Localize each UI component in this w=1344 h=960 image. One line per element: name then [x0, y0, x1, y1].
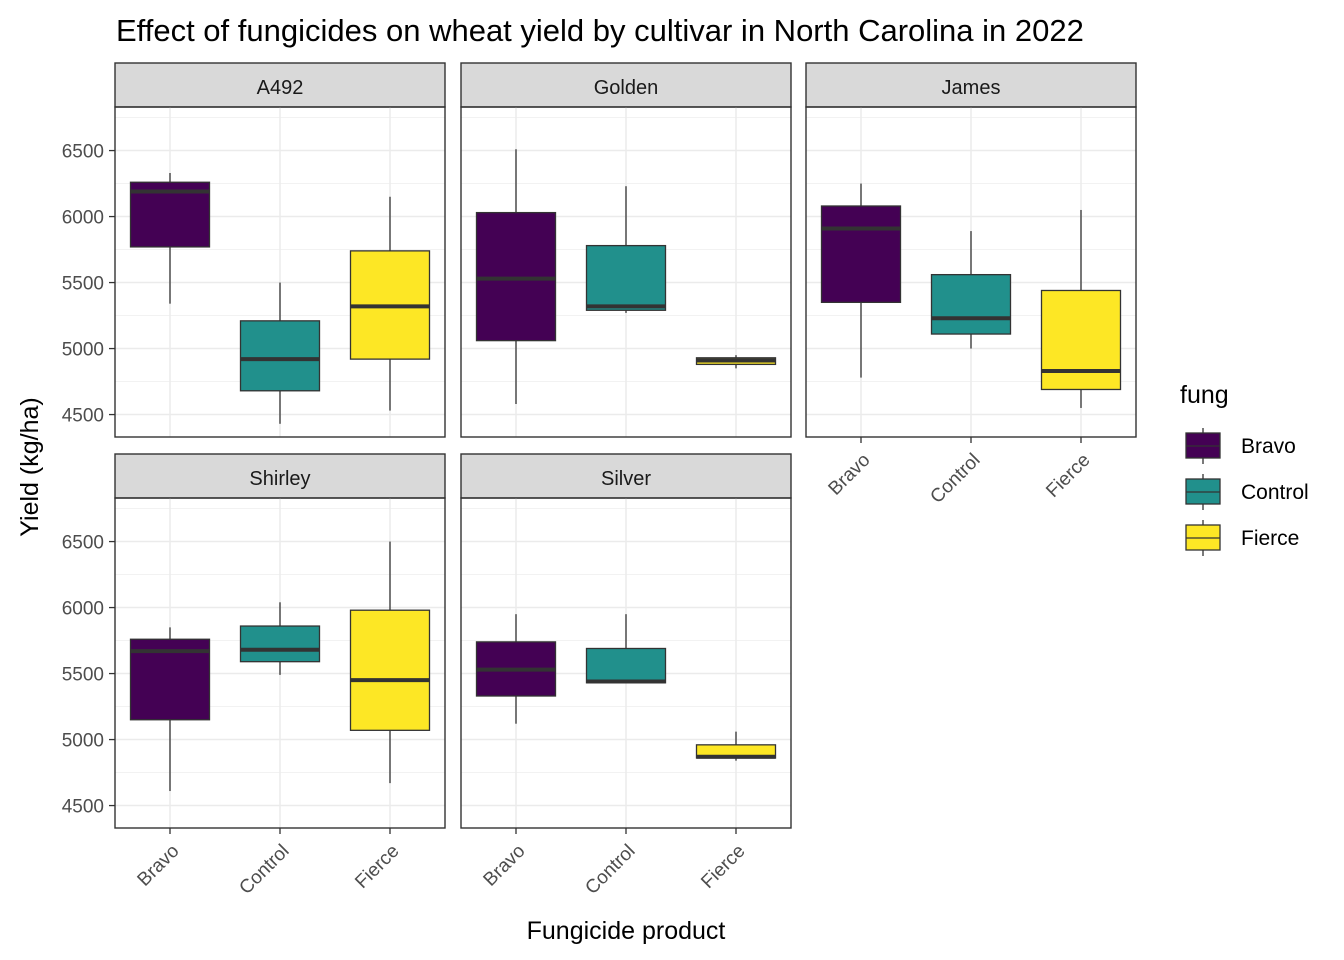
iqr-box	[239, 625, 321, 663]
x-tick-label: Bravo	[134, 841, 184, 891]
legend-key-control: Control	[1185, 474, 1309, 510]
box-a492-bravo	[129, 173, 211, 304]
box-a492-control	[239, 282, 321, 424]
box-shirley-control	[239, 602, 321, 675]
strip-shirley	[114, 453, 446, 499]
panel-a492: A492 4500 5000 5500 6000 6500	[62, 62, 446, 438]
legend: fung Bravo Control Fierce	[1180, 381, 1309, 556]
iqr-box	[1040, 289, 1122, 391]
iqr-box	[585, 244, 667, 311]
panel-silver: Silver Bravo Control Fierce	[460, 453, 792, 899]
panel-james: James Bravo Control Fierce	[805, 62, 1137, 508]
box-golden-fierce	[695, 355, 777, 369]
y-tick-label: 4500	[62, 406, 104, 427]
y-tick-label: 6000	[62, 208, 104, 229]
strip-label: Shirley	[249, 468, 310, 490]
box-shirley-bravo	[129, 627, 211, 792]
strip-golden	[460, 62, 792, 108]
box-golden-bravo	[475, 149, 557, 404]
y-tick-label: 6500	[62, 142, 104, 163]
legend-label: Fierce	[1241, 527, 1299, 550]
panel-border	[460, 106, 792, 438]
y-axis-title: Yield (kg/ha)	[16, 397, 44, 536]
box-golden-control	[585, 186, 667, 313]
strip-james	[805, 62, 1137, 108]
y-tick-label: 5000	[62, 731, 104, 752]
x-tick-label: Fierce	[697, 841, 749, 893]
y-tick-label: 5000	[62, 340, 104, 361]
panel-border	[114, 106, 446, 438]
x-axis-title: Fungicide product	[527, 917, 726, 945]
panel-golden: Golden	[460, 62, 792, 438]
strip-label: Golden	[594, 77, 659, 99]
strip-label: James	[942, 77, 1001, 99]
iqr-box	[585, 647, 667, 684]
box-silver-bravo	[475, 614, 557, 724]
y-tick-label: 4500	[62, 797, 104, 818]
iqr-box	[930, 273, 1012, 335]
legend-title: fung	[1180, 381, 1229, 409]
x-tick-label: Bravo	[825, 450, 875, 500]
y-tick-label: 5500	[62, 274, 104, 295]
strip-label: A492	[257, 77, 304, 99]
x-tick-label: Control	[926, 450, 984, 508]
iqr-box	[239, 320, 321, 392]
iqr-box	[820, 205, 902, 304]
x-tick-label: Bravo	[480, 841, 530, 891]
box-james-bravo	[820, 183, 902, 378]
y-tick-label: 5500	[62, 665, 104, 686]
legend-label: Bravo	[1241, 435, 1296, 458]
box-silver-fierce	[695, 731, 777, 761]
strip-silver	[460, 453, 792, 499]
facet-panels: A492 4500 5000 5500 6000 6500 Golden James Bravo…	[62, 62, 1137, 899]
panel-shirley: Shirley 4500 5000 5500 6000 6500 Bravo Control F…	[62, 453, 446, 899]
x-tick-label: Control	[235, 841, 293, 899]
x-tick-label: Fierce	[351, 841, 403, 893]
box-james-fierce	[1040, 209, 1122, 408]
strip-label: Silver	[601, 468, 651, 490]
box-silver-control	[585, 614, 667, 684]
box-james-control	[930, 231, 1012, 349]
y-tick-label: 6500	[62, 533, 104, 554]
x-tick-label: Control	[581, 841, 639, 899]
legend-key-fierce: Fierce	[1185, 520, 1299, 556]
legend-label: Control	[1241, 481, 1309, 504]
x-tick-label: Fierce	[1042, 450, 1094, 502]
legend-key-bravo: Bravo	[1185, 428, 1296, 464]
y-tick-label: 6000	[62, 599, 104, 620]
chart-title: Effect of fungicides on wheat yield by c…	[116, 13, 1084, 48]
strip-a492	[114, 62, 446, 108]
box-a492-fierce	[349, 196, 431, 411]
box-shirley-fierce	[349, 541, 431, 784]
iqr-box	[349, 609, 431, 731]
